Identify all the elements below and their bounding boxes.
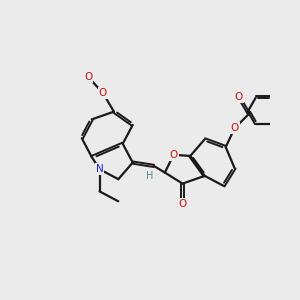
Text: N: N: [96, 164, 104, 174]
Text: O: O: [178, 199, 187, 208]
Text: O: O: [230, 123, 239, 133]
Text: O: O: [169, 150, 178, 160]
Text: O: O: [84, 72, 93, 82]
Text: O: O: [235, 92, 243, 102]
Text: H: H: [146, 171, 153, 181]
Text: O: O: [99, 88, 107, 98]
